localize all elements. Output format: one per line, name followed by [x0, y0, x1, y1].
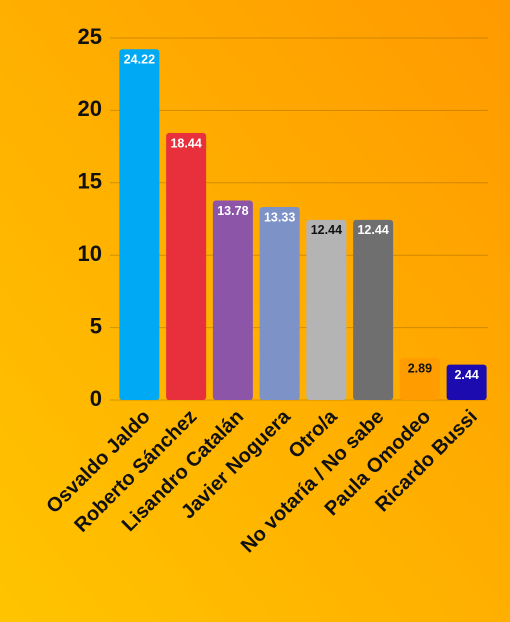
- y-tick-label: 10: [78, 241, 102, 266]
- bar: [259, 206, 300, 400]
- bar: [119, 49, 160, 400]
- value-label: 13.78: [217, 204, 248, 218]
- value-label: 12.44: [357, 223, 388, 237]
- y-tick-label: 5: [90, 313, 102, 338]
- y-tick-label: 15: [78, 169, 102, 194]
- y-tick-label: 20: [78, 96, 102, 121]
- bar: [353, 219, 394, 400]
- bar: [399, 358, 440, 400]
- bar: [166, 132, 207, 400]
- value-label: 2.89: [408, 361, 432, 375]
- value-label: 18.44: [170, 136, 201, 150]
- bar: [306, 219, 347, 400]
- y-tick-label: 0: [90, 386, 102, 411]
- value-label: 24.22: [124, 53, 155, 67]
- value-label: 2.44: [454, 368, 478, 382]
- value-label: 12.44: [311, 223, 342, 237]
- value-label: 13.33: [264, 210, 295, 224]
- bar: [446, 364, 487, 400]
- y-tick-label: 25: [78, 24, 102, 49]
- bar: [212, 200, 253, 400]
